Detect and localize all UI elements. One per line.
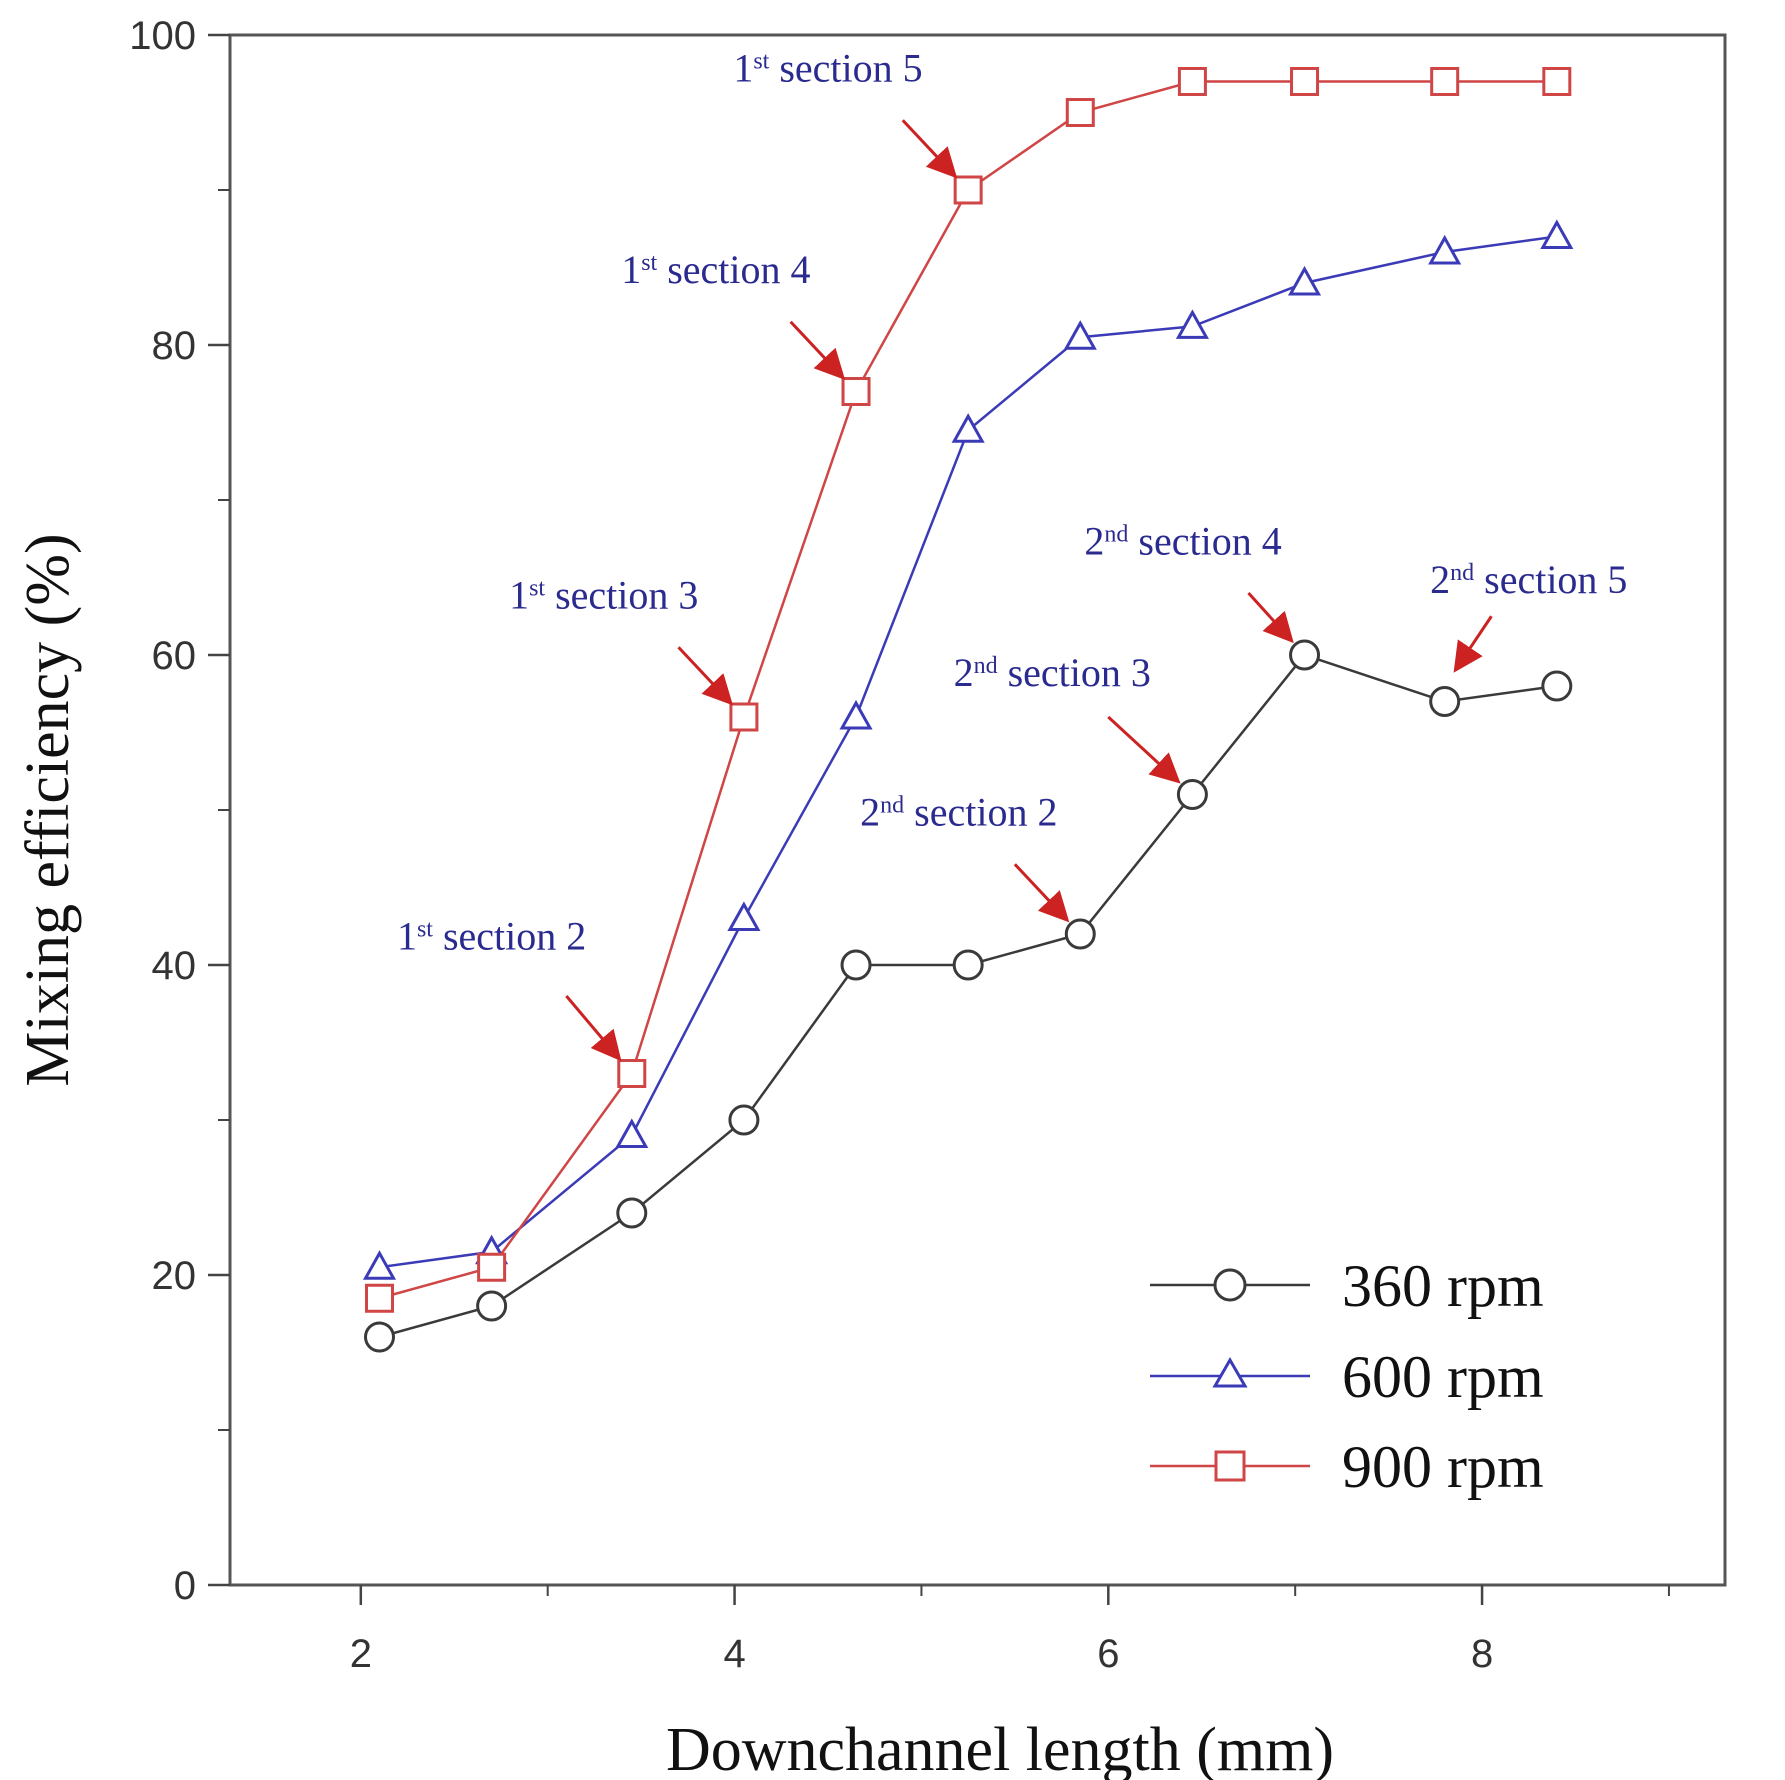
data-point-900-rpm bbox=[729, 702, 759, 732]
x-tick-label: 6 bbox=[1097, 1632, 1119, 1676]
annotation-label: 2nd section 5 bbox=[1430, 557, 1627, 602]
x-tick-label: 8 bbox=[1471, 1632, 1493, 1676]
y-tick-label: 80 bbox=[152, 324, 197, 368]
data-point-900-rpm bbox=[1177, 67, 1207, 96]
axis-ticks: 0 20 40 60 80 100 2 4 6 8 bbox=[129, 14, 1670, 1676]
data-point-600-rpm bbox=[727, 901, 761, 931]
y-tick-label: 40 bbox=[152, 944, 197, 988]
data-point-900-rpm bbox=[477, 1252, 507, 1282]
annotation-arrow bbox=[677, 646, 733, 706]
data-point-900-rpm bbox=[1065, 98, 1095, 127]
data-point-360-rpm bbox=[952, 949, 984, 981]
data-point-600-rpm bbox=[1063, 320, 1097, 350]
data-point-900-rpm bbox=[365, 1283, 394, 1313]
y-tick-label: 20 bbox=[152, 1254, 197, 1298]
annotation-arrow bbox=[1013, 863, 1070, 923]
data-point-900-rpm bbox=[1542, 67, 1572, 96]
annotation-label: 2nd section 2 bbox=[860, 790, 1057, 835]
y-axis-title: Mixing efficiency (%) bbox=[14, 533, 82, 1086]
data-point-900-rpm bbox=[617, 1059, 647, 1088]
data-point-900-rpm bbox=[1430, 67, 1460, 96]
annotation-arrow bbox=[1247, 591, 1294, 644]
y-tick-label: 0 bbox=[174, 1564, 196, 1608]
annotation-arrow bbox=[901, 119, 958, 179]
y-tick-label: 100 bbox=[129, 14, 196, 58]
x-tick-label: 2 bbox=[350, 1632, 372, 1676]
data-point-360-rpm bbox=[1064, 918, 1096, 950]
data-point-900-rpm bbox=[841, 377, 871, 406]
series-line-600-rpm bbox=[379, 235, 1557, 1269]
legend-label-600: 600 rpm bbox=[1342, 1344, 1544, 1410]
x-tick-label: 4 bbox=[723, 1632, 745, 1676]
annotation-label: 1st section 4 bbox=[621, 247, 810, 292]
legend-square-icon bbox=[1214, 1450, 1246, 1482]
series-lines bbox=[379, 80, 1557, 1339]
legend: 360 rpm 600 rpm 900 rpm bbox=[1150, 1253, 1544, 1500]
legend-label-360: 360 rpm bbox=[1342, 1253, 1544, 1319]
data-point-360-rpm bbox=[1176, 779, 1208, 810]
annotation-label: 1st section 5 bbox=[733, 46, 922, 91]
data-point-360-rpm bbox=[616, 1197, 648, 1229]
x-axis-title: Downchannel length (mm) bbox=[666, 1716, 1334, 1780]
data-point-360-rpm bbox=[364, 1321, 395, 1353]
data-point-360-rpm bbox=[840, 949, 872, 981]
series-markers bbox=[362, 67, 1574, 1353]
data-point-600-rpm bbox=[362, 1250, 397, 1280]
legend-entry-900: 900 rpm bbox=[1150, 1434, 1544, 1500]
annotation-arrow bbox=[1107, 715, 1181, 784]
data-point-360-rpm bbox=[1429, 686, 1461, 717]
legend-entry-600: 600 rpm bbox=[1150, 1344, 1544, 1410]
data-point-900-rpm bbox=[953, 175, 983, 205]
data-point-600-rpm bbox=[1428, 234, 1462, 265]
legend-entry-360: 360 rpm bbox=[1150, 1253, 1544, 1319]
data-point-360-rpm bbox=[1541, 670, 1573, 702]
data-point-360-rpm bbox=[476, 1290, 508, 1322]
legend-label-900: 900 rpm bbox=[1342, 1434, 1544, 1500]
data-point-600-rpm bbox=[1175, 309, 1209, 339]
y-tick-label: 60 bbox=[152, 634, 197, 678]
data-point-600-rpm bbox=[839, 699, 873, 730]
annotation-label: 1st section 3 bbox=[509, 573, 698, 618]
data-point-600-rpm bbox=[951, 413, 985, 443]
annotation-label: 2nd section 4 bbox=[1084, 518, 1281, 563]
data-point-600-rpm bbox=[1287, 265, 1322, 296]
legend-triangle-icon bbox=[1212, 1356, 1248, 1388]
annotation-arrow bbox=[1453, 615, 1493, 673]
series-line-360-rpm bbox=[379, 653, 1557, 1339]
annotation-label: 2nd section 3 bbox=[954, 650, 1151, 695]
data-point-360-rpm bbox=[1289, 639, 1321, 671]
data-point-900-rpm bbox=[1290, 67, 1320, 96]
data-point-360-rpm bbox=[728, 1104, 760, 1136]
annotations: 1st section 2 1st section 3 1st section 4 1… bbox=[397, 46, 1627, 1062]
annotation-label: 1st section 2 bbox=[397, 914, 586, 959]
data-point-600-rpm bbox=[615, 1118, 649, 1148]
legend-circle-icon bbox=[1213, 1268, 1247, 1302]
annotation-arrow bbox=[565, 995, 622, 1062]
data-point-600-rpm bbox=[1540, 219, 1574, 249]
annotation-arrow bbox=[789, 320, 846, 380]
